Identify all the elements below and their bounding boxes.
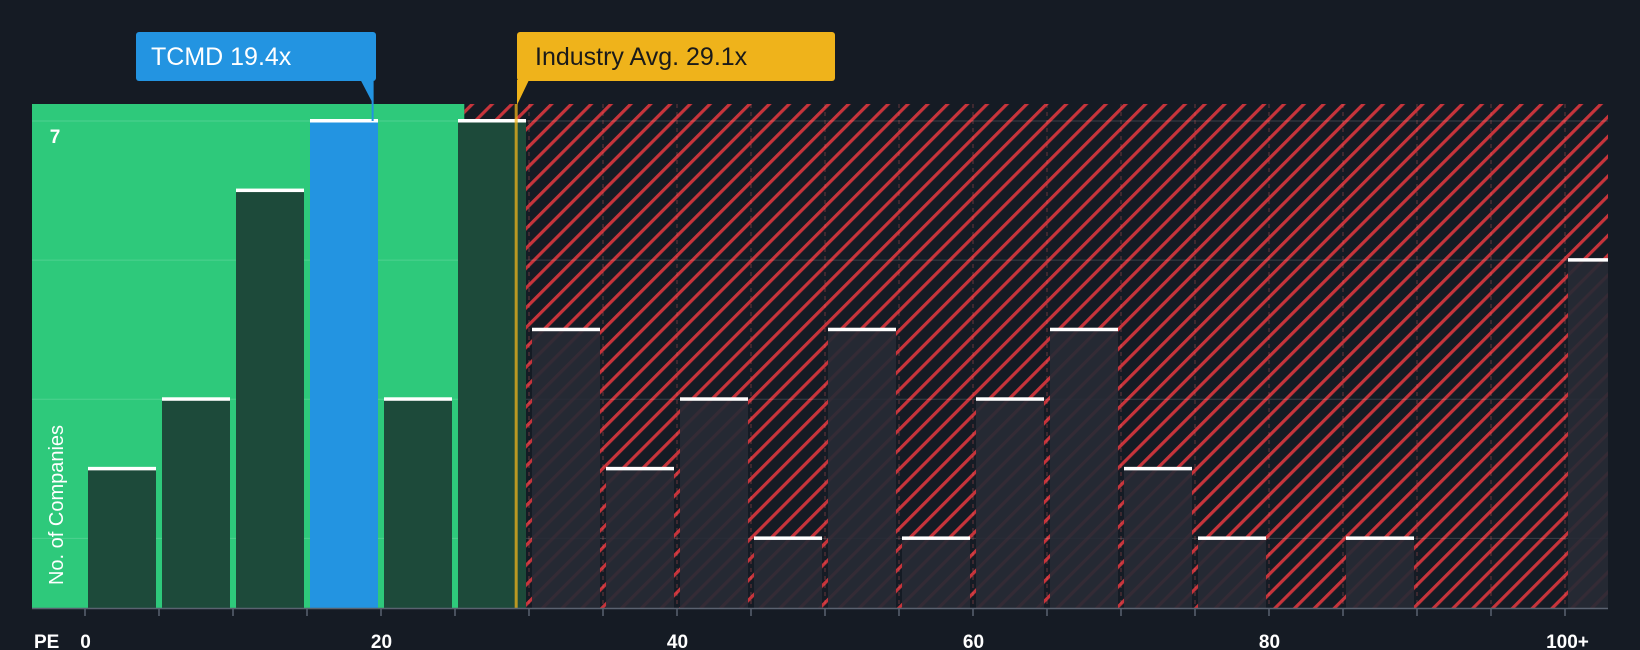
bar <box>976 399 1044 608</box>
bar <box>162 399 230 608</box>
bar <box>902 538 970 608</box>
x-axis-title: PE <box>34 632 59 650</box>
bar-cap <box>1346 536 1414 540</box>
bar-cap <box>384 397 452 401</box>
gridlines <box>32 104 1608 608</box>
bar-cap <box>902 536 970 540</box>
industry-callout-box <box>517 32 835 81</box>
bar-cap <box>606 466 674 471</box>
bar <box>384 399 452 608</box>
bar <box>1346 538 1414 608</box>
bar-cap <box>1124 466 1192 471</box>
bar <box>1568 260 1608 608</box>
bar <box>88 468 156 608</box>
bar-cap <box>1198 536 1266 540</box>
callouts: TCMD 19.4x Industry Avg. 29.1x <box>136 32 835 105</box>
x-tick-label: 40 <box>667 632 688 650</box>
x-tick-label: 100+ <box>1546 632 1589 650</box>
x-tick-label: 20 <box>371 632 392 650</box>
tcmd-callout-box <box>136 32 376 81</box>
bar <box>828 329 896 608</box>
y-tick-label: 7 <box>50 127 61 148</box>
y-axis-title: No. of Companies <box>46 425 68 585</box>
bar-cap <box>1050 327 1118 332</box>
x-tick-label: 60 <box>963 632 984 650</box>
bar-cap <box>458 119 526 123</box>
industry-callout-label: Industry Avg. 29.1x <box>535 43 748 71</box>
bar <box>680 399 748 608</box>
industry-callout-pointer <box>517 80 529 105</box>
bar <box>606 468 674 608</box>
bar-cap <box>88 466 156 471</box>
bar <box>532 329 600 608</box>
bar-cap <box>532 327 600 332</box>
bar-highlight-tcmd <box>310 121 378 608</box>
bar <box>458 121 526 608</box>
bar-cap <box>236 188 304 193</box>
bar-cap <box>828 327 896 332</box>
bar <box>1050 329 1118 608</box>
bar-cap <box>754 536 822 540</box>
x-tick-label: 80 <box>1259 632 1280 650</box>
tcmd-callout-pointer <box>360 80 373 103</box>
tcmd-callout-label: TCMD 19.4x <box>151 43 292 71</box>
bar-cap <box>680 397 748 401</box>
bars <box>88 119 1608 609</box>
bar-cap <box>310 119 378 123</box>
bar <box>1124 468 1192 608</box>
x-tick-label: 0 <box>80 632 91 650</box>
axes: PE 0 20 40 60 80 100+ 7 No. of Companies <box>32 127 1608 650</box>
bar-cap <box>976 397 1044 401</box>
industry-avg-line <box>514 104 518 608</box>
bar-cap <box>162 397 230 401</box>
bar <box>236 190 304 609</box>
bar <box>1198 538 1266 608</box>
bar <box>754 538 822 608</box>
bar-cap <box>1568 258 1608 262</box>
